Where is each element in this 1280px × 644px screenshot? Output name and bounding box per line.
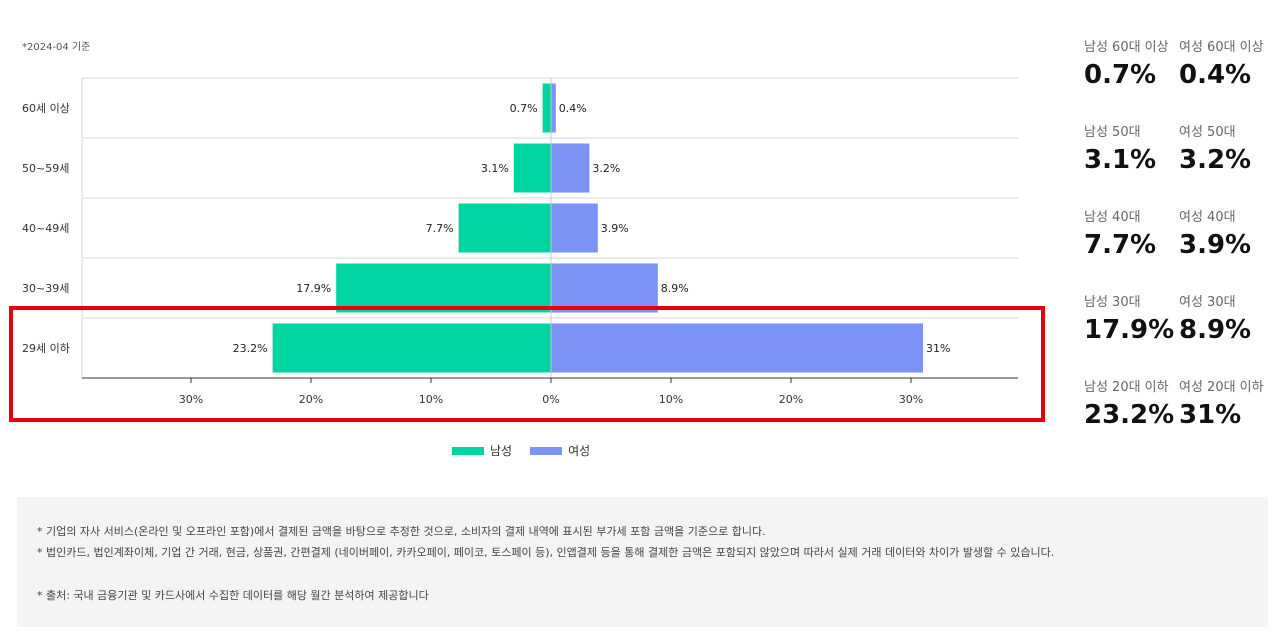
- summary-row-30s: 남성 30대 17.9% 여성 30대 8.9%: [1084, 293, 1274, 378]
- stat-value: 8.9%: [1179, 315, 1252, 345]
- as-of-date: *2024-04 기준: [22, 42, 91, 53]
- summary-female-20s: 여성 20대 이하 31%: [1179, 378, 1274, 463]
- stat-label: 남성 50대: [1084, 125, 1141, 140]
- legend-item-male[interactable]: 남성: [452, 442, 512, 459]
- bar-male: [458, 203, 551, 253]
- bar-male: [336, 263, 551, 313]
- bar-female: [551, 323, 923, 373]
- stat-value: 0.4%: [1179, 60, 1252, 90]
- x-tick-label: 10%: [659, 393, 683, 406]
- data-label-male: 23.2%: [233, 342, 268, 355]
- stat-value: 31%: [1179, 400, 1242, 430]
- legend-label-female: 여성: [568, 444, 591, 458]
- stat-value: 3.2%: [1179, 145, 1252, 175]
- stat-label: 남성 60대 이상: [1084, 40, 1169, 55]
- y-tick-label: 60세 이상: [22, 102, 70, 115]
- data-label-male: 17.9%: [296, 282, 331, 295]
- data-label-female: 31%: [926, 342, 950, 355]
- summary-male-60plus: 남성 60대 이상 0.7%: [1084, 38, 1179, 123]
- bar-male: [513, 143, 551, 193]
- stat-label: 여성 20대 이하: [1179, 380, 1264, 395]
- x-tick-label: 30%: [899, 393, 923, 406]
- summary-female-50s: 여성 50대 3.2%: [1179, 123, 1274, 208]
- x-tick-label: 10%: [419, 393, 443, 406]
- stat-label: 여성 60대 이상: [1179, 40, 1264, 55]
- summary-row-60plus: 남성 60대 이상 0.7% 여성 60대 이상 0.4%: [1084, 38, 1274, 123]
- x-tick-label: 0%: [542, 393, 559, 406]
- data-label-male: 7.7%: [426, 222, 454, 235]
- bar-female: [551, 203, 598, 253]
- footnote-1: * 기업의 자사 서비스(온라인 및 오프라인 포함)에서 결제된 금액을 바탕…: [37, 525, 766, 538]
- bar-male: [542, 83, 551, 133]
- summary-male-40s: 남성 40대 7.7%: [1084, 208, 1179, 293]
- summary-male-30s: 남성 30대 17.9%: [1084, 293, 1179, 378]
- y-tick-label: 40~49세: [22, 222, 69, 235]
- stat-value: 23.2%: [1084, 400, 1175, 430]
- summary-row-40s: 남성 40대 7.7% 여성 40대 3.9%: [1084, 208, 1274, 293]
- footnote-2: * 법인카드, 법인계좌이체, 기업 간 거래, 현금, 상품권, 간편결제 (…: [37, 546, 1055, 559]
- stat-label: 남성 30대: [1084, 295, 1141, 310]
- footnote-source: * 출처: 국내 금융기관 및 카드사에서 수집한 데이터를 해당 월간 분석하…: [37, 589, 429, 602]
- data-label-female: 3.2%: [592, 162, 620, 175]
- bar-female: [551, 83, 556, 133]
- summary-row-20s: 남성 20대 이하 23.2% 여성 20대 이하 31%: [1084, 378, 1274, 463]
- data-label-male: 3.1%: [481, 162, 509, 175]
- chart-legend: 남성 여성: [452, 442, 590, 459]
- summary-male-20s: 남성 20대 이하 23.2%: [1084, 378, 1179, 463]
- summary-female-30s: 여성 30대 8.9%: [1179, 293, 1274, 378]
- x-tick-label: 30%: [179, 393, 203, 406]
- bar-female: [551, 263, 658, 313]
- summary-female-60plus: 여성 60대 이상 0.4%: [1179, 38, 1274, 123]
- stat-value: 0.7%: [1084, 60, 1157, 90]
- stat-label: 여성 50대: [1179, 125, 1236, 140]
- population-pyramid-chart: 60세 이상 0.7% 0.4% 50~59세 3.1% 3.2% 40~49세 7.7% 3.…: [22, 77, 1018, 406]
- legend-item-female[interactable]: 여성: [530, 442, 590, 459]
- legend-swatch-female: [530, 446, 563, 455]
- stat-label: 남성 20대 이하: [1084, 380, 1169, 395]
- stat-value: 3.9%: [1179, 230, 1252, 260]
- highlight-box: [9, 306, 1045, 422]
- data-label-female: 3.9%: [601, 222, 629, 235]
- x-tick-label: 20%: [299, 393, 323, 406]
- bar-female: [551, 143, 590, 193]
- summary-male-50s: 남성 50대 3.1%: [1084, 123, 1179, 208]
- x-tick-label: 20%: [779, 393, 803, 406]
- legend-label-male: 남성: [490, 444, 513, 458]
- stat-value: 7.7%: [1084, 230, 1157, 260]
- stat-value: 17.9%: [1084, 315, 1175, 345]
- stat-label: 여성 30대: [1179, 295, 1236, 310]
- stat-value: 3.1%: [1084, 145, 1157, 175]
- bar-male: [272, 323, 551, 373]
- summary-panel: 남성 60대 이상 0.7% 여성 60대 이상 0.4% 남성 50대 3.1…: [1084, 38, 1274, 463]
- summary-row-50s: 남성 50대 3.1% 여성 50대 3.2%: [1084, 123, 1274, 208]
- y-tick-label: 50~59세: [22, 162, 69, 175]
- data-label-male: 0.7%: [510, 102, 538, 115]
- stat-label: 여성 40대: [1179, 210, 1236, 225]
- data-label-female: 8.9%: [661, 282, 689, 295]
- stat-label: 남성 40대: [1084, 210, 1141, 225]
- summary-female-40s: 여성 40대 3.9%: [1179, 208, 1274, 293]
- footnotes: * 기업의 자사 서비스(온라인 및 오프라인 포함)에서 결제된 금액을 바탕…: [17, 497, 1268, 627]
- y-tick-label: 29세 이하: [22, 341, 70, 355]
- data-label-female: 0.4%: [559, 102, 587, 115]
- legend-swatch-male: [452, 446, 484, 455]
- y-tick-label: 30~39세: [22, 282, 69, 295]
